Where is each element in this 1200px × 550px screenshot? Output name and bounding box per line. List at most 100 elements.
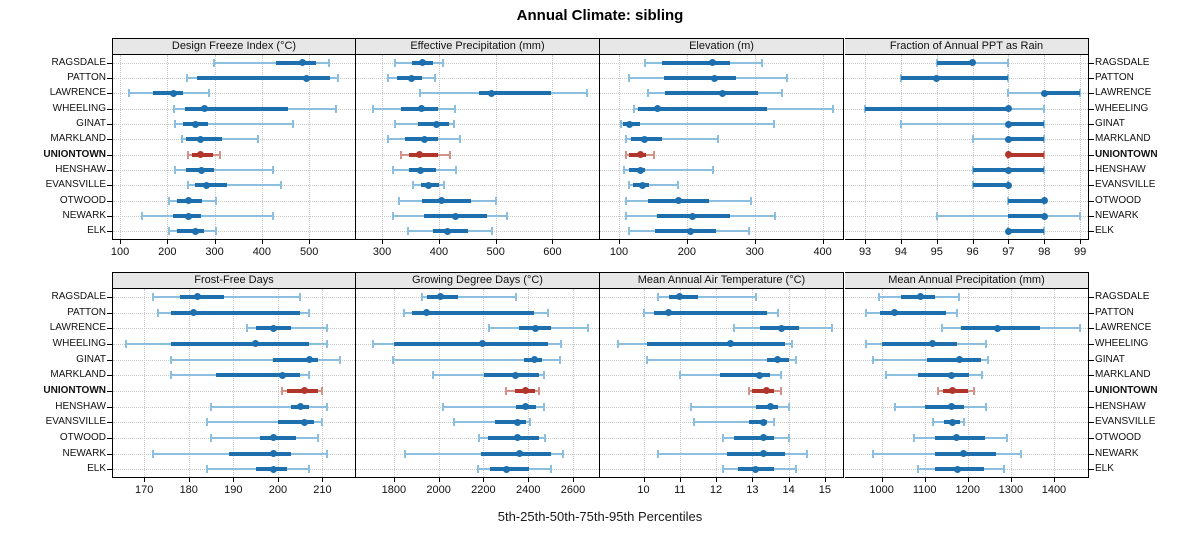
gridline-vertical <box>528 289 530 477</box>
range-cap-right <box>958 292 961 301</box>
range-cap-left <box>125 339 128 348</box>
range-cap-left <box>864 339 867 348</box>
panel-strip-title: Effective Precipitation (mm) <box>356 38 600 54</box>
axis-tick <box>233 478 235 482</box>
gridline-horizontal <box>600 170 843 171</box>
range-cap-left <box>693 418 696 427</box>
range-cap-right <box>543 371 546 380</box>
percentile-range-25-75 <box>664 76 736 80</box>
y-axis-tick-left <box>107 108 112 110</box>
median-dot <box>718 89 726 97</box>
range-cap-left <box>1007 89 1010 98</box>
axis-tick-label: 600 <box>543 246 562 258</box>
y-axis-tick-right <box>1088 185 1094 187</box>
panel <box>112 288 356 478</box>
range-cap-right <box>831 324 834 333</box>
y-axis-tick-right <box>1088 108 1094 110</box>
gridline-vertical <box>1044 55 1046 239</box>
y-axis-tick-right <box>1088 469 1094 471</box>
range-cap-right <box>1043 120 1046 128</box>
station-label-right: ELK <box>1095 463 1114 475</box>
percentile-range-25-75 <box>170 310 301 315</box>
axis-tick-label: 400 <box>252 246 272 258</box>
median-dot <box>417 105 425 113</box>
range-cap-right <box>543 433 546 442</box>
median-dot <box>711 74 719 82</box>
station-label-right: PATTON <box>1095 306 1134 318</box>
range-cap-right <box>321 386 324 395</box>
axis-tick-label: 2200 <box>471 484 496 496</box>
range-cap-left <box>186 181 189 190</box>
range-cap-left <box>657 449 660 458</box>
median-dot <box>416 151 424 159</box>
panel-strip-title: Elevation (m) <box>600 38 844 54</box>
range-cap-left <box>912 433 915 442</box>
percentile-range-5-95 <box>153 295 301 298</box>
percentile-range-25-75 <box>918 373 969 378</box>
range-cap-right <box>780 386 783 395</box>
percentile-range-25-75 <box>647 341 785 346</box>
y-axis-tick-right <box>1088 406 1094 408</box>
median-dot <box>522 387 530 395</box>
range-cap-right <box>956 308 959 317</box>
range-cap-left <box>488 324 491 333</box>
percentile-range-5-95 <box>392 358 560 361</box>
axis-tick <box>167 240 169 244</box>
axis-tick <box>277 478 279 482</box>
range-cap-left <box>371 339 374 348</box>
range-cap-right <box>443 181 445 190</box>
percentile-range-25-75 <box>926 357 982 362</box>
median-dot <box>189 309 197 316</box>
axis-tick <box>936 240 938 244</box>
axis-tick <box>1053 478 1055 482</box>
median-dot <box>432 120 440 128</box>
range-cap-right <box>587 324 590 333</box>
axis-tick <box>865 240 867 244</box>
station-label-left: RAGSDALE <box>51 290 106 302</box>
median-dot <box>756 371 764 379</box>
range-cap-right <box>717 135 720 144</box>
range-cap-left <box>281 386 284 395</box>
y-axis-tick-left <box>107 93 112 95</box>
y-axis-tick-right <box>1088 78 1094 79</box>
axis-tick-label: 200 <box>158 246 177 258</box>
range-cap-right <box>317 433 319 442</box>
panel <box>845 288 1089 478</box>
axis-tick-label: 11 <box>674 484 686 496</box>
median-dot <box>514 418 522 426</box>
gridline-horizontal <box>356 78 599 79</box>
range-cap-left <box>644 58 647 67</box>
range-cap-right <box>272 212 275 220</box>
percentile-range-5-95 <box>211 405 327 408</box>
median-dot <box>1040 89 1048 97</box>
median-dot <box>197 151 205 159</box>
gridline-vertical <box>552 55 554 239</box>
axis-tick <box>967 478 969 482</box>
y-axis-tick-right <box>1088 200 1094 202</box>
y-axis-tick-left <box>107 170 112 171</box>
range-cap-left <box>419 89 422 98</box>
percentile-range-25-75 <box>411 310 535 315</box>
median-dot <box>443 227 451 235</box>
range-cap-left <box>213 58 216 67</box>
median-dot <box>252 340 260 348</box>
percentile-range-25-75 <box>719 373 771 378</box>
range-cap-right <box>984 402 987 411</box>
gridline-horizontal <box>113 93 355 95</box>
median-dot <box>305 356 313 363</box>
range-cap-right <box>805 449 808 458</box>
range-cap-left <box>398 196 401 205</box>
range-cap-left <box>884 371 887 380</box>
percentile-range-25-75 <box>881 341 957 346</box>
axis-tick <box>382 240 384 244</box>
axis-tick <box>1080 240 1082 244</box>
range-cap-right <box>453 120 456 128</box>
y-axis-tick-right <box>1088 375 1094 377</box>
range-cap-left <box>245 324 248 333</box>
median-dot <box>197 166 205 174</box>
range-cap-left <box>646 355 649 364</box>
median-dot <box>425 181 433 189</box>
gridline-horizontal <box>356 170 599 171</box>
percentile-range-25-75 <box>260 435 296 440</box>
